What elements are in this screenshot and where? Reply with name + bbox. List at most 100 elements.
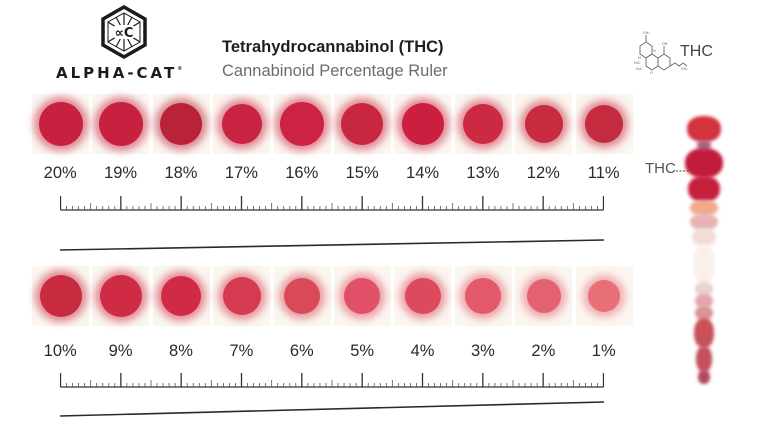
ruler-scale-top <box>60 196 604 211</box>
spot-tile <box>152 266 210 326</box>
tlc-band <box>696 346 712 372</box>
spot-tile <box>575 94 633 154</box>
svg-text:H₃C: H₃C <box>634 61 641 65</box>
color-spot <box>588 280 621 312</box>
tlc-band <box>695 294 713 308</box>
color-spot <box>160 103 203 145</box>
spot-16pct <box>272 94 332 156</box>
percent-label: 17% <box>224 164 258 182</box>
spot-19pct <box>90 94 150 156</box>
spot-tile <box>515 94 573 154</box>
percent-label: 1% <box>591 342 616 360</box>
tlc-band <box>694 318 714 348</box>
spot-tile <box>394 94 452 154</box>
divider-line-top <box>59 239 605 251</box>
percent-label: 3% <box>471 342 495 360</box>
percent-label: 8% <box>169 342 193 360</box>
color-spot <box>99 275 142 317</box>
tlc-band <box>692 228 716 246</box>
color-spot <box>585 105 624 143</box>
svg-text:H: H <box>653 49 656 53</box>
spot-tile <box>32 266 89 326</box>
spot-9pct <box>90 266 150 328</box>
spot-tile <box>394 266 452 326</box>
color-spot <box>39 275 82 317</box>
tlc-plate-strip <box>682 116 726 416</box>
color-spot <box>221 104 262 144</box>
tlc-band <box>688 176 720 202</box>
spot-6pct <box>272 266 332 328</box>
spot-4pct <box>392 266 452 328</box>
spot-tile <box>515 266 573 326</box>
page-title: Tetrahydrocannabinol (THC) <box>222 38 444 56</box>
alpha-cat-logo-icon: ∝C <box>101 5 147 59</box>
percent-label: 2% <box>531 342 556 360</box>
spot-15pct <box>332 94 392 156</box>
spot-7pct <box>211 266 271 328</box>
percent-label: 20% <box>43 164 77 182</box>
color-spot <box>344 278 381 314</box>
svg-text:CH₃: CH₃ <box>643 31 650 35</box>
tlc-thc-label: THC <box>645 160 676 177</box>
spot-5pct <box>332 266 392 328</box>
tlc-band <box>693 244 715 284</box>
percent-label: 14% <box>406 164 440 182</box>
percent-label: 10% <box>43 342 77 360</box>
spot-tile <box>152 94 210 154</box>
tlc-band <box>690 214 718 230</box>
color-spot <box>284 278 321 314</box>
percent-label: 5% <box>350 342 375 360</box>
svg-text:O: O <box>650 71 653 75</box>
spot-tile <box>92 266 150 326</box>
color-spot <box>38 102 83 146</box>
percent-label: 7% <box>229 342 254 360</box>
percent-label: 6% <box>289 342 314 360</box>
svg-text:∝C: ∝C <box>115 26 134 41</box>
tlc-band <box>687 116 721 142</box>
spot-tile <box>273 266 331 326</box>
spot-tile <box>575 266 633 326</box>
color-spot <box>463 104 504 144</box>
percent-label: 19% <box>104 164 138 182</box>
spot-14pct <box>392 94 452 156</box>
spot-tile <box>273 94 331 154</box>
label-row-10-to-1: 10% 9% 8% 7% 6% 5% 4% 3% 2% 1% <box>30 342 634 361</box>
spot-13pct <box>453 94 513 156</box>
color-spot <box>161 276 202 316</box>
page-subtitle: Cannabinoid Percentage Ruler <box>222 62 448 80</box>
spot-2pct <box>513 266 573 328</box>
ruler-scale-bottom <box>60 373 604 388</box>
svg-text:H: H <box>638 56 641 60</box>
tlc-band <box>697 140 711 150</box>
color-spot <box>524 105 563 143</box>
color-spot <box>465 278 502 314</box>
spot-11pct <box>574 94 634 156</box>
color-spot <box>280 102 325 146</box>
spot-18pct <box>151 94 211 156</box>
spot-tile <box>454 266 512 326</box>
color-spot <box>404 278 441 314</box>
color-spot <box>341 103 384 145</box>
percent-label: 18% <box>164 164 198 182</box>
percent-label: 15% <box>345 164 379 182</box>
spot-10pct <box>30 266 90 328</box>
percent-label: 16% <box>285 164 319 182</box>
spot-tile <box>92 94 150 154</box>
spot-tile <box>333 266 391 326</box>
percent-label: 11% <box>587 164 620 182</box>
percent-label: 12% <box>526 164 560 182</box>
divider-line-bottom <box>59 401 605 417</box>
spot-tile <box>333 94 391 154</box>
brand-name: ALPHA-CAT® <box>56 64 183 82</box>
spot-20pct <box>30 94 90 156</box>
spot-row-20-to-11 <box>30 94 634 156</box>
tlc-band <box>698 370 710 384</box>
spot-3pct <box>453 266 513 328</box>
color-spot <box>526 279 561 313</box>
percent-label: 4% <box>410 342 435 360</box>
molecule-label: THC <box>680 43 713 60</box>
spot-1pct <box>574 266 634 328</box>
spot-tile <box>454 94 512 154</box>
thc-molecule-structure-icon: CH₃ OH H₃C H₃C O CH₃ H H <box>634 31 688 75</box>
tlc-band <box>690 200 718 216</box>
